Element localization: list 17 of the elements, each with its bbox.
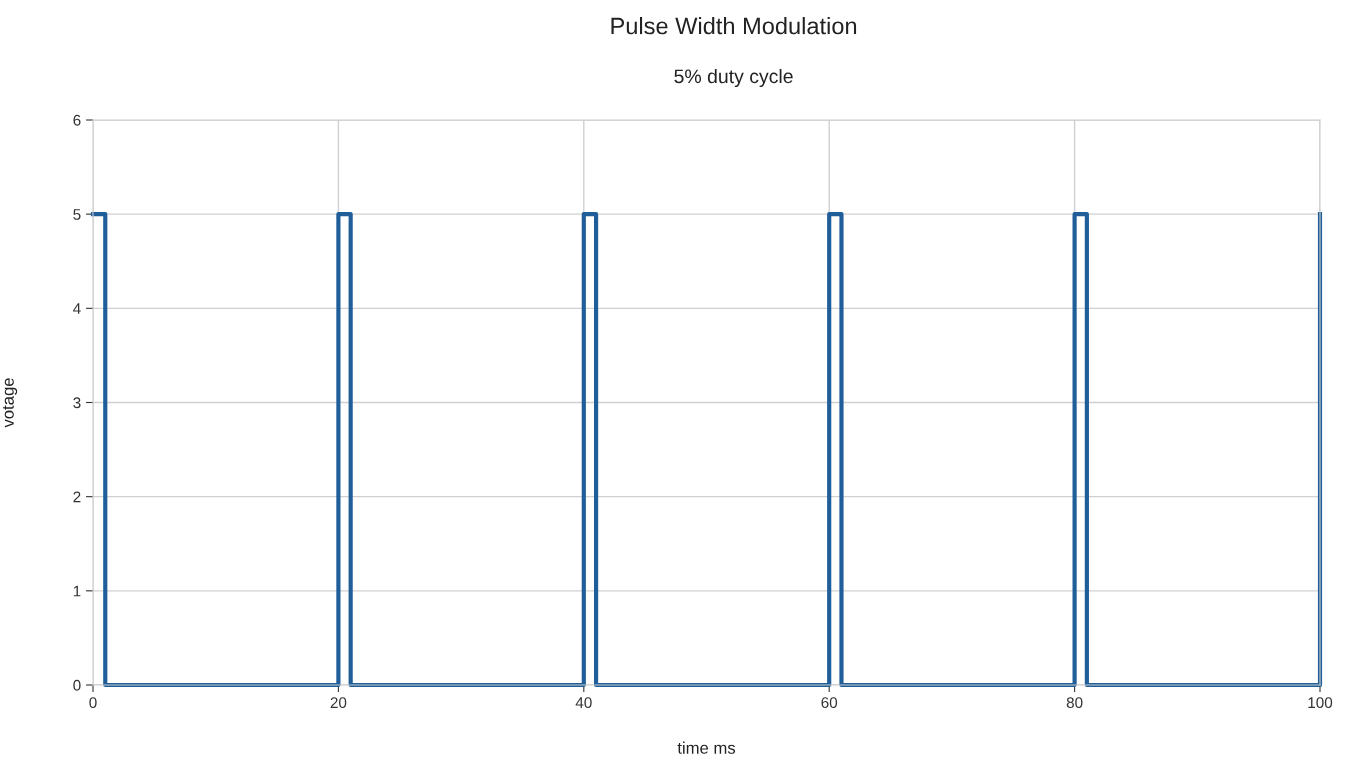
x-tick-label: 0 <box>89 697 97 709</box>
y-tick-label: 0 <box>73 679 81 691</box>
x-axis-title: time ms <box>677 741 736 754</box>
x-tick-label: 60 <box>821 697 838 709</box>
x-tick-label: 40 <box>575 697 592 709</box>
x-tick-label: 80 <box>1066 697 1083 709</box>
x-tick-label: 100 <box>1308 697 1333 709</box>
x-tick-label: 20 <box>330 697 347 709</box>
y-tick-label: 5 <box>73 209 81 220</box>
y-axis-title: votage <box>2 378 18 428</box>
y-tick-label: 1 <box>73 585 81 597</box>
chart-title: Pulse Width Modulation <box>611 17 857 35</box>
y-tick-label: 4 <box>73 303 81 314</box>
y-tick-label: 3 <box>73 397 81 409</box>
chart-subtitle: 5% duty cycle <box>674 68 793 88</box>
y-tick-label: 6 <box>73 114 81 126</box>
y-tick-label: 2 <box>73 491 81 503</box>
